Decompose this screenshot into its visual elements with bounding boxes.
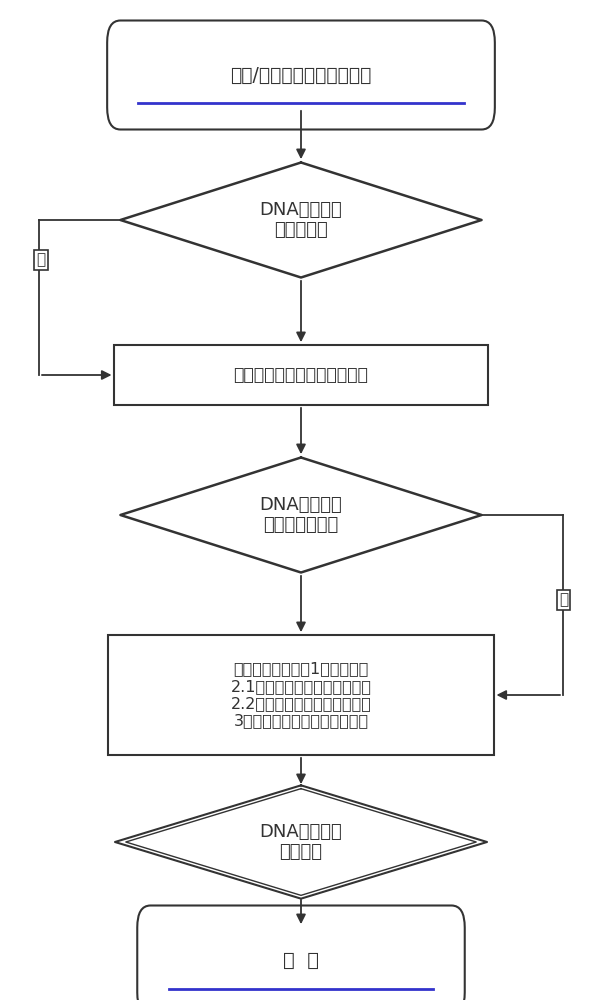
Bar	[108, 635, 494, 755]
FancyBboxPatch shape	[107, 20, 495, 129]
Text: DNA荧光光谱
开始段采集: DNA荧光光谱 开始段采集	[259, 201, 343, 239]
Bar	[114, 345, 488, 405]
Text: 否: 否	[559, 592, 568, 607]
Polygon shape	[120, 162, 482, 277]
Text: 开始/预先建立光谱校正矩阵: 开始/预先建立光谱校正矩阵	[231, 66, 371, 85]
Polygon shape	[120, 787, 482, 897]
Text: DNA荧光光谱
采集结束: DNA荧光光谱 采集结束	[259, 823, 343, 861]
Polygon shape	[120, 458, 482, 572]
Text: 否: 否	[36, 252, 46, 267]
Text: 帧数据实时处理：引物峰判断: 帧数据实时处理：引物峰判断	[234, 366, 368, 384]
FancyBboxPatch shape	[137, 906, 465, 1000]
Text: 帧数据实时处理：1、光谱校正
2.1、内标通道信号特征峰识别
2.2、内标标准分子量定量匹配
3、内标最大特征分子量峰判断: 帧数据实时处理：1、光谱校正 2.1、内标通道信号特征峰识别 2.2、内标标准分…	[231, 661, 371, 729]
Text: DNA荧光光谱
有效数据段采集: DNA荧光光谱 有效数据段采集	[259, 496, 343, 534]
Text: 结  束: 结 束	[283, 950, 319, 970]
